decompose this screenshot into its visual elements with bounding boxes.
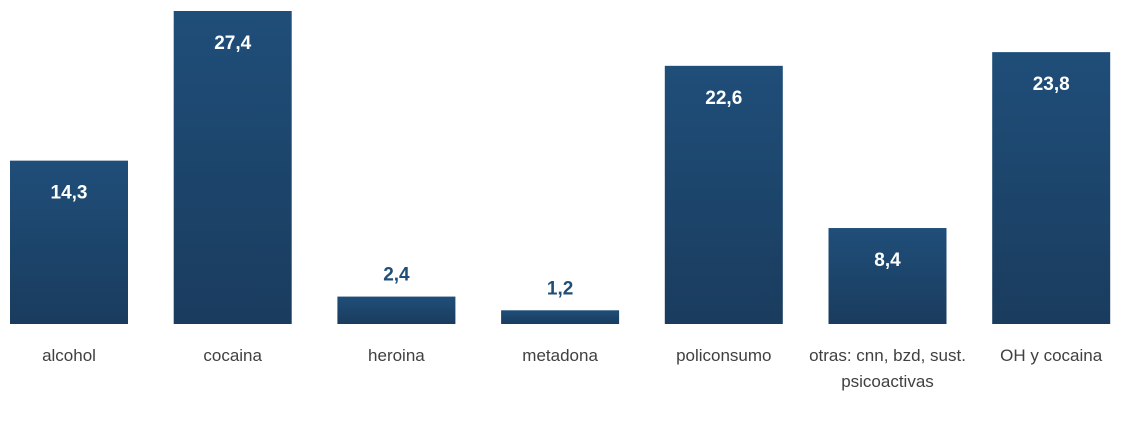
bar xyxy=(992,52,1111,325)
value-label: 23,8 xyxy=(1033,74,1070,95)
x-tick-label: policonsumo xyxy=(676,346,772,365)
x-tick-label: cocaina xyxy=(203,346,262,365)
value-label: 14,3 xyxy=(51,183,88,204)
value-label: 22,6 xyxy=(705,88,742,109)
x-tick-label: metadona xyxy=(522,346,598,365)
bar xyxy=(10,160,128,324)
bar xyxy=(664,65,783,324)
x-tick-label: OH y cocaina xyxy=(1000,346,1103,365)
value-label: 27,4 xyxy=(214,33,251,54)
bar xyxy=(501,310,620,324)
bar xyxy=(173,11,292,324)
value-label: 2,4 xyxy=(383,265,410,286)
x-tick-label: heroina xyxy=(368,346,425,365)
bar xyxy=(828,228,947,324)
x-tick-label: alcohol xyxy=(42,346,96,365)
bar xyxy=(337,296,456,324)
value-label: 1,2 xyxy=(547,278,573,299)
x-tick-label: otras: cnn, bzd, sust. psicoactivas xyxy=(809,346,966,391)
value-label: 8,4 xyxy=(874,250,901,271)
